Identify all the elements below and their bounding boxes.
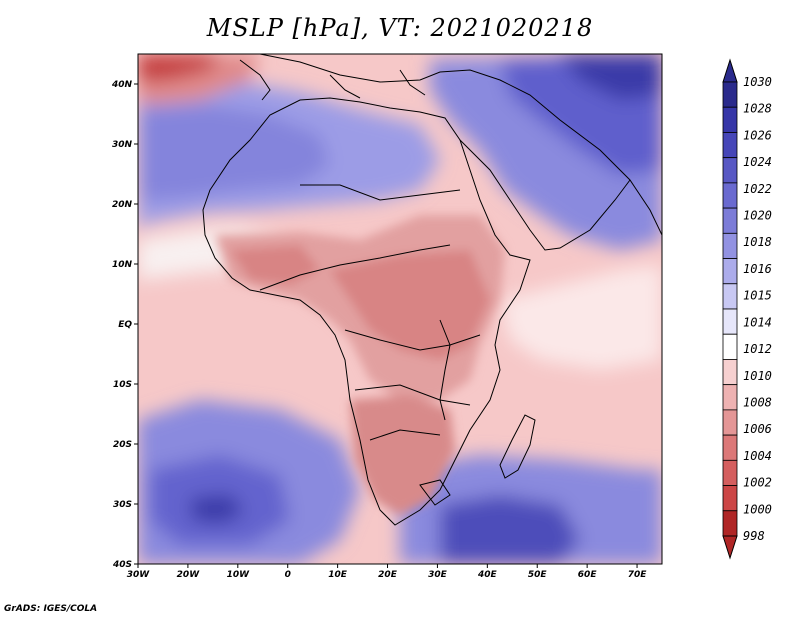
colorbar-level-label: 1018 (743, 235, 772, 249)
plot-frame (137, 53, 663, 565)
colorbar-swatch (722, 333, 738, 360)
y-tick-label: 30S (113, 500, 132, 510)
colorbar-swatch (722, 132, 738, 159)
colorbar-level-label: 998 (743, 529, 765, 543)
colorbar-level-label: 1008 (743, 395, 772, 409)
colorbar-swatch (722, 258, 738, 285)
colorbar-max-arrow (722, 58, 738, 83)
x-tick-label: 0 (285, 570, 291, 580)
colorbar-level-label: 1010 (743, 369, 772, 383)
colorbar-level-label: 1002 (743, 476, 772, 490)
colorbar-swatch (722, 359, 738, 386)
colorbar-min-arrow (722, 535, 738, 560)
colorbar-level-label: 1024 (743, 155, 772, 169)
colorbar-swatch (722, 81, 738, 108)
colorbar-swatch (722, 434, 738, 461)
x-tick-label: 20E (378, 570, 398, 580)
colorbar-level-label: 1016 (743, 262, 772, 276)
colorbar-level-label: 1015 (743, 289, 772, 303)
x-tick-label: 50E (528, 570, 548, 580)
colorbar-level-label: 1000 (743, 502, 772, 516)
x-tick-label: 70E (628, 570, 648, 580)
x-tick-label: 10E (328, 570, 348, 580)
grads-credit: GrADS: IGES/COLA (4, 604, 98, 614)
y-tick-label: 20N (112, 200, 133, 210)
colorbar-level-label: 1014 (743, 315, 772, 329)
colorbar-swatch (722, 182, 738, 209)
y-tick-label: 40S (112, 560, 132, 570)
y-tick-label: EQ (118, 320, 132, 330)
colorbar-swatch (722, 384, 738, 411)
pressure-field (138, 54, 662, 564)
colorbar-swatch (722, 283, 738, 310)
x-tick-label: 20W (177, 570, 201, 580)
y-tick-label: 30N (112, 140, 133, 150)
y-tick-label: 10N (112, 260, 133, 270)
colorbar-level-label: 1012 (743, 342, 772, 356)
colorbar-level-label: 1022 (743, 182, 772, 196)
x-tick-label: 30E (428, 570, 448, 580)
colorbar-level-label: 1030 (743, 75, 772, 89)
colorbar-swatch (722, 207, 738, 234)
y-tick-label: 10S (113, 380, 132, 390)
colorbar: 1030 1028 1026 1024 1022 1020 1018 1016 1015 1014… (722, 58, 772, 560)
x-tick-label: 10W (227, 570, 251, 580)
y-tick-label: 40N (111, 80, 133, 90)
colorbar-level-label: 1020 (743, 209, 772, 223)
x-tick-label: 30W (127, 570, 151, 580)
colorbar-swatch (722, 106, 738, 133)
coastlines (202, 54, 662, 526)
colorbar-swatch (722, 459, 738, 486)
x-tick-label: 40E (477, 570, 498, 580)
x-tick-label: 60E (578, 570, 598, 580)
colorbar-swatch (722, 409, 738, 436)
colorbar-swatch (722, 232, 738, 259)
colorbar-swatch (722, 485, 738, 512)
colorbar-swatch (722, 308, 738, 335)
colorbar-swatch (722, 510, 738, 537)
map-title: MSLP [hPa], VT: 2021020218 (206, 14, 594, 42)
colorbar-swatch (722, 157, 738, 184)
colorbar-level-label: 1028 (743, 102, 772, 116)
colorbar-level-label: 1026 (743, 128, 772, 142)
y-tick-label: 20S (113, 440, 132, 450)
axis-ticks: 30W 20W 10W 0 10E 20E 30E 40E 50E 60E 70E 40S 30S 20S… (111, 80, 647, 580)
colorbar-level-label: 1006 (743, 422, 772, 436)
colorbar-level-label: 1004 (743, 449, 772, 463)
